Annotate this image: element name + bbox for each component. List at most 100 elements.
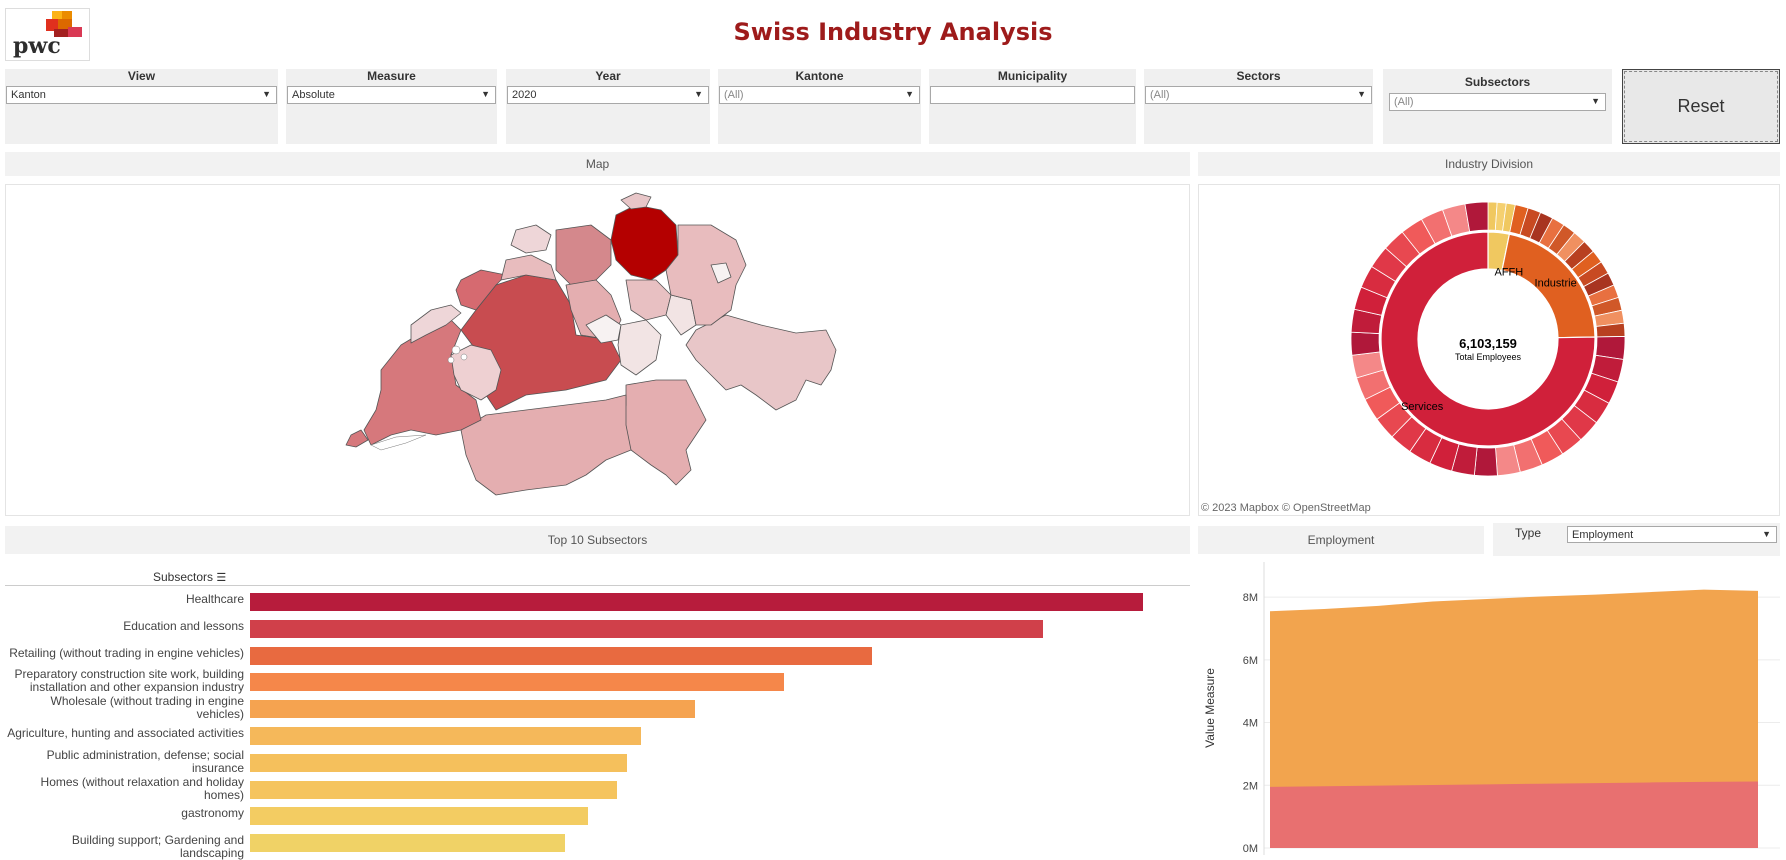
- bar-label-line: Public administration, defense; social: [46, 747, 244, 762]
- subsectors-dropdown-value: (All): [1394, 96, 1414, 108]
- bar-label: Education and lessons: [5, 618, 244, 633]
- bar[interactable]: [250, 646, 873, 665]
- canton-uri: [617, 319, 662, 376]
- industry-division-donut[interactable]: AFFH Industrie Services 6,103,159 Total …: [1199, 185, 1781, 517]
- canton-aargau: [555, 224, 612, 286]
- reset-button[interactable]: Reset: [1622, 69, 1780, 144]
- area-y-ticks: 0M 2M 4M 6M 8M: [1243, 592, 1258, 855]
- donut-total-value: 6,103,159: [1459, 336, 1517, 351]
- bar-label: Retailing (without trading in engine veh…: [5, 645, 244, 660]
- pwc-logo-mark: pwc: [13, 11, 82, 59]
- employment-chart: 0M 2M 4M 6M 8M Value Measure: [1198, 562, 1780, 855]
- bar-label: Public administration, defense; social in…: [5, 747, 244, 775]
- filter-year: Year 2020 ▼: [506, 69, 710, 144]
- y-tick-label: 4M: [1243, 718, 1258, 730]
- filter-sectors-label: Sectors: [1236, 69, 1281, 83]
- kantone-dropdown-value: (All): [724, 89, 744, 101]
- segment-label-industrie: Industrie: [1535, 278, 1577, 290]
- page-title: Swiss Industry Analysis: [733, 18, 1053, 46]
- chevron-down-icon: ▼: [481, 89, 490, 99]
- bar-label-line: Retailing (without trading in engine veh…: [9, 645, 244, 660]
- filter-subsectors-label: Subsectors: [1464, 75, 1531, 89]
- bar[interactable]: [250, 727, 642, 745]
- bar-label-line: gastronomy: [181, 806, 244, 821]
- bar[interactable]: [250, 673, 784, 692]
- map-panel: [5, 184, 1190, 516]
- filter-subsectors: Subsectors (All) ▼: [1383, 69, 1612, 144]
- chevron-down-icon: ▼: [905, 89, 914, 99]
- bar-label-line: Education and lessons: [123, 618, 244, 633]
- canton-bern: [460, 274, 622, 411]
- y-tick-label: 2M: [1243, 780, 1258, 792]
- filter-view-label: View: [127, 69, 156, 83]
- filter-measure: Measure Absolute ▼: [286, 69, 497, 144]
- employment-area-chart[interactable]: 0M 2M 4M 6M 8M Value Measure: [1198, 562, 1780, 855]
- bar[interactable]: [250, 700, 695, 719]
- subsectors-axis-title: Subsectors: [153, 570, 214, 584]
- subsectors-axis-header[interactable]: Subsectors ☰: [153, 570, 226, 584]
- segment-label-services: Services: [1401, 401, 1444, 413]
- filter-municipality-label: Municipality: [997, 69, 1068, 83]
- bar-label: Building support; Gardening and landscap…: [5, 834, 244, 860]
- bar[interactable]: [250, 753, 627, 772]
- industry-division-panel: AFFH Industrie Services 6,103,159 Total …: [1198, 184, 1780, 516]
- bar[interactable]: [250, 807, 588, 826]
- canton-basel: [510, 224, 552, 254]
- year-dropdown[interactable]: 2020 ▼: [507, 86, 709, 104]
- donut-outer-ring: [1350, 201, 1626, 477]
- bar-label-line: Healthcare: [185, 592, 244, 606]
- bar[interactable]: [250, 593, 1143, 611]
- canton-appenzell: [710, 262, 732, 284]
- year-dropdown-value: 2020: [512, 89, 537, 101]
- subsectors-dropdown[interactable]: (All) ▼: [1389, 93, 1606, 111]
- sort-icon[interactable]: ☰: [216, 572, 227, 584]
- kantone-dropdown[interactable]: (All) ▼: [719, 86, 920, 104]
- logo-text: pwc: [13, 33, 61, 59]
- view-dropdown[interactable]: Kanton ▼: [6, 86, 277, 104]
- type-dropdown[interactable]: Employment ▼: [1567, 526, 1777, 543]
- bar-label-line: vehicles): [196, 707, 244, 722]
- bar[interactable]: [250, 780, 618, 799]
- type-filter-label: Type: [1515, 526, 1542, 540]
- canton-valais: [460, 394, 632, 496]
- chevron-down-icon: ▼: [262, 89, 271, 99]
- filter-measure-label: Measure: [367, 69, 416, 83]
- top10-section-header: Top 10 Subsectors: [5, 526, 1190, 554]
- area-y-axis-title: Value Measure: [1203, 668, 1217, 748]
- bar[interactable]: [250, 834, 566, 853]
- bar-label-line: installation and other expansion industr…: [29, 680, 244, 695]
- bar[interactable]: [250, 619, 1043, 638]
- bar-label-line: homes): [203, 787, 244, 802]
- canton-schaffhausen: [620, 192, 652, 210]
- measure-dropdown[interactable]: Absolute ▼: [287, 86, 496, 104]
- bar-label: Homes (without relaxation and holiday hom…: [5, 774, 244, 802]
- chevron-down-icon: ▼: [1762, 529, 1771, 539]
- municipality-input[interactable]: [930, 86, 1135, 104]
- canton-geneva: [345, 429, 369, 448]
- bar-label-line: Building support; Gardening and landscap…: [71, 833, 244, 860]
- canton-stgallen: [665, 224, 747, 326]
- axis-divider: [5, 585, 1190, 586]
- area-series-part: [1270, 781, 1758, 848]
- filter-kantone-label: Kantone: [795, 69, 844, 83]
- filter-municipality: Municipality: [929, 69, 1136, 144]
- sectors-dropdown[interactable]: (All) ▼: [1145, 86, 1372, 104]
- switzerland-map[interactable]: [6, 185, 1191, 517]
- bar-label-line: Homes (without relaxation and holiday: [40, 774, 244, 789]
- donut-outer-segment: [1464, 201, 1489, 233]
- donut-inner-ring: [1380, 231, 1596, 447]
- filter-kantone: Kantone (All) ▼: [718, 69, 921, 144]
- sectors-dropdown-value: (All): [1150, 89, 1170, 101]
- map-detail-1: [451, 345, 461, 355]
- filter-view: View Kanton ▼: [5, 69, 278, 144]
- canton-ticino: [620, 379, 707, 486]
- bar-label: Wholesale (without trading in engine vehi…: [5, 695, 244, 721]
- type-filter: Type Employment ▼: [1493, 523, 1780, 556]
- bar-label: Preparatory construction site work, buil…: [5, 668, 244, 694]
- donut-total-label: Total Employees: [1455, 352, 1522, 362]
- canton-schwyz: [625, 279, 672, 321]
- donut-inner-segment-services: [1380, 231, 1596, 447]
- bar-label: gastronomy: [5, 807, 244, 820]
- area-series: [1270, 589, 1758, 848]
- map-section-header: Map: [5, 152, 1190, 176]
